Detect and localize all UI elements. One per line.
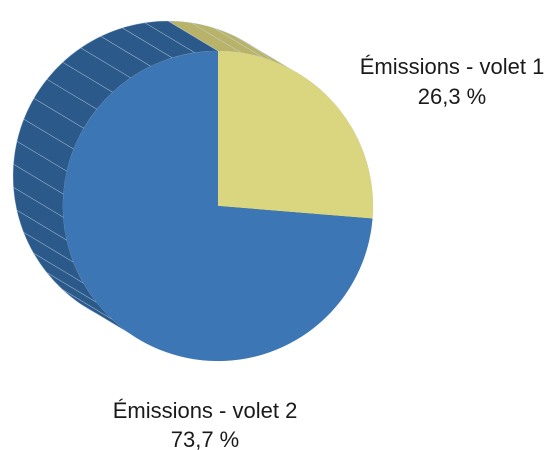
slice-value-volet-1: 26,3 % [418,84,487,109]
slice-label-volet-2: Émissions - volet 2 [113,398,298,423]
pie-top-group [62,51,373,361]
slice-label-volet-1: Émissions - volet 1 [360,54,545,79]
pie-slice-2 [62,51,373,361]
pie-slice-1 [218,51,373,219]
slice-value-volet-2: 73,7 % [171,427,240,450]
